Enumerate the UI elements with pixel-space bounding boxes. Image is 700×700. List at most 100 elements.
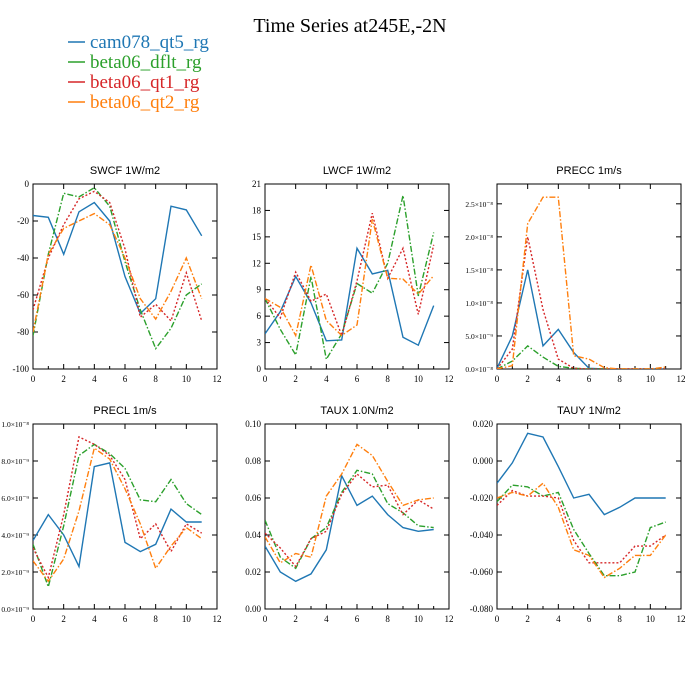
series-line-beta06_qt2_rg <box>33 212 203 333</box>
x-tick-label: 10 <box>646 374 656 384</box>
x-tick-label: 2 <box>293 374 298 384</box>
y-tick-label: 0 <box>25 179 30 189</box>
y-tick-label: -0.020 <box>470 493 494 503</box>
x-tick-label: 8 <box>617 614 622 624</box>
x-tick-label: 12 <box>445 614 454 624</box>
chart-panels: SWCF 1W/m20 2 4 6 8 10 12-100-80-60-40-200LWCF… <box>1 165 685 624</box>
series-line-beta06_qt1_rg <box>497 236 666 369</box>
chart-panel-1: SWCF 1W/m2 0 2 4 6 8 10 12 -100 -80 -60 -40 -20 0 <box>13 165 222 384</box>
plot-frame <box>496 183 682 370</box>
legend: cam078_qt5_rgbeta06_dflt_rgbeta06_qt1_rg… <box>68 32 209 113</box>
x-tick-label: 6 <box>587 374 592 384</box>
x-tick-label: 10 <box>182 374 192 384</box>
series-line-beta06_qt1_rg <box>33 435 203 580</box>
series-line-cam078_qt5_rg <box>265 246 435 347</box>
y-tick-label: 15 <box>252 232 262 242</box>
y-tick-label: 6.0×10⁻⁹ <box>1 494 29 503</box>
x-tick-label: 12 <box>445 374 454 384</box>
y-tick-label: 5.0×10⁻⁹ <box>465 332 493 341</box>
x-tick-label: 4 <box>556 374 561 384</box>
y-tick-label: 0.08 <box>245 456 261 466</box>
y-tick-label: -40 <box>17 253 29 263</box>
x-tick-label: 2 <box>525 614 530 624</box>
series-line-beta06_qt1_rg <box>33 190 203 323</box>
y-tick-label: 0.02 <box>245 567 261 577</box>
x-tick-label: 2 <box>61 374 66 384</box>
x-tick-label: 10 <box>414 374 424 384</box>
chart-panel-3: PRECC 1m/s 0 2 4 6 8 10 12 0.0×10⁻⁸ 5.0×10⁻⁹ 1.0×1… <box>465 165 685 384</box>
series-line-beta06_dflt_rg <box>497 344 666 369</box>
x-tick-label: 6 <box>355 614 360 624</box>
x-tick-label: 12 <box>213 614 222 624</box>
x-tick-label: 10 <box>646 614 656 624</box>
x-tick-label: 0 <box>31 614 36 624</box>
x-tick-label: 8 <box>385 614 390 624</box>
x-tick-label: 0 <box>495 614 500 624</box>
y-tick-label: 0.00 <box>245 604 261 614</box>
y-tick-label: -60 <box>17 290 29 300</box>
panel-title: TAUX 1.0N/m2 <box>320 405 393 417</box>
legend-label-cam078_qt5_rg: cam078_qt5_rg <box>90 32 209 53</box>
y-tick-label: 1.5×10⁻⁸ <box>465 266 493 275</box>
y-tick-label: -0.040 <box>470 530 494 540</box>
panel-title: TAUY 1N/m2 <box>557 405 621 417</box>
x-tick-label: 8 <box>153 614 158 624</box>
series-line-beta06_dflt_rg <box>33 443 203 590</box>
series-line-beta06_qt1_rg <box>497 489 667 564</box>
x-tick-label: 12 <box>677 374 686 384</box>
y-tick-label: 0.020 <box>473 419 494 429</box>
y-tick-label: -100 <box>13 364 30 374</box>
plot-frame <box>264 183 450 370</box>
figure-title: Time Series at245E,-2N <box>253 15 446 37</box>
x-tick-label: 8 <box>153 374 158 384</box>
x-tick-label: 4 <box>324 374 329 384</box>
y-tick-label: 9 <box>257 285 262 295</box>
series-line-beta06_dflt_rg <box>33 186 203 351</box>
plot-frame <box>264 423 450 610</box>
x-tick-label: 6 <box>355 374 360 384</box>
panel-title: PRECL 1m/s <box>93 405 157 417</box>
y-tick-label: 3 <box>257 338 262 348</box>
y-tick-label: -20 <box>17 216 29 226</box>
series-line-beta06_qt2_rg <box>265 443 434 564</box>
series-line-beta06_dflt_rg <box>265 469 434 570</box>
series-line-beta06_qt2_rg <box>497 482 667 579</box>
series-line-cam078_qt5_rg <box>265 473 434 583</box>
y-tick-label: 2.0×10⁻⁹ <box>1 568 29 577</box>
x-tick-label: 0 <box>263 374 268 384</box>
x-tick-label: 0 <box>263 614 268 624</box>
y-tick-label: 0.0×10⁻⁸ <box>465 365 493 374</box>
plot-frame <box>32 423 218 610</box>
y-tick-label: 21 <box>252 179 261 189</box>
y-tick-label: 1.0×10⁻⁸ <box>1 420 29 429</box>
series-line-beta06_dflt_rg <box>265 195 435 362</box>
x-tick-label: 8 <box>617 374 622 384</box>
chart-panel-5: TAUX 1.0N/m2 0 2 4 6 8 10 12 0.00 0.02 0.04 0.06 0.0… <box>245 405 453 624</box>
y-tick-label: 0.04 <box>245 530 261 540</box>
legend-label-beta06_qt1_rg: beta06_qt1_rg <box>90 72 200 93</box>
series-line-beta06_qt2_rg <box>497 196 666 369</box>
y-tick-label: 0.10 <box>245 419 261 429</box>
legend-label-beta06_dflt_rg: beta06_dflt_rg <box>90 52 202 73</box>
series-line-cam078_qt5_rg <box>33 462 202 569</box>
y-tick-label: 0.06 <box>245 493 261 503</box>
y-tick-label: 8.0×10⁻⁹ <box>1 457 29 466</box>
y-tick-label: -0.060 <box>470 567 494 577</box>
x-tick-label: 2 <box>525 374 530 384</box>
x-tick-label: 6 <box>587 614 592 624</box>
x-tick-label: 2 <box>61 614 66 624</box>
y-tick-label: 2.5×10⁻⁸ <box>465 200 493 209</box>
series-line-cam078_qt5_rg <box>33 201 203 315</box>
panel-title: LWCF 1W/m2 <box>323 165 391 177</box>
x-tick-label: 12 <box>213 374 222 384</box>
y-tick-label: 0.0×10⁻⁹ <box>1 605 29 614</box>
chart-panel-6: TAUY 1N/m2 0 2 4 6 8 10 12 -0.080 -0.060 -0.040 -0.… <box>470 405 686 624</box>
panel-title: PRECC 1m/s <box>556 165 622 177</box>
x-tick-label: 2 <box>293 614 298 624</box>
series-line-beta06_dflt_rg <box>497 484 666 577</box>
y-tick-label: 0.000 <box>473 456 494 466</box>
x-tick-label: 4 <box>324 614 329 624</box>
x-tick-label: 12 <box>677 614 686 624</box>
x-tick-label: 4 <box>92 614 97 624</box>
